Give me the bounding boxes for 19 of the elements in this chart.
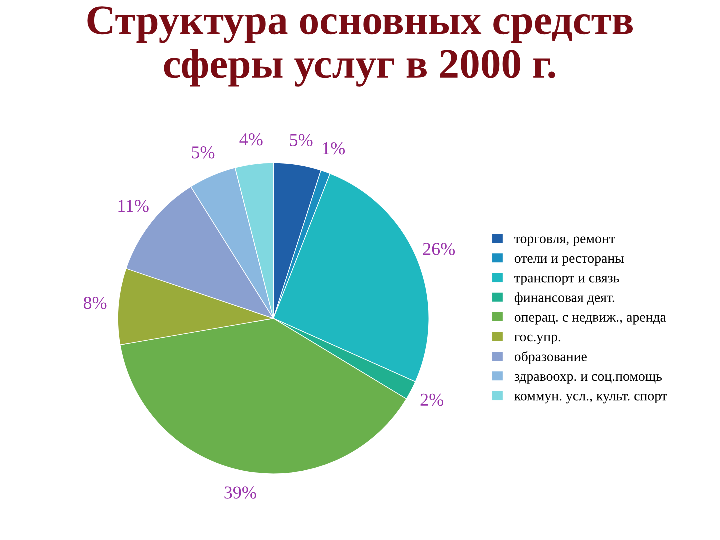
legend-label: образование — [514, 351, 587, 364]
data-label: 5% — [192, 146, 215, 159]
data-label: 1% — [323, 142, 346, 155]
data-label: 39% — [224, 486, 256, 499]
data-label: 2% — [420, 394, 444, 406]
legend-label: финансовая деят. — [514, 292, 615, 306]
legend-label: гос.упр. — [514, 334, 561, 344]
legend-label: коммун. усл., культ. спорт — [514, 394, 668, 404]
data-label: 26% — [423, 243, 456, 256]
legend-label: здравоохр. и соц.помощь — [514, 374, 662, 384]
legend-label: операц. с недвиж., аренда — [514, 315, 666, 325]
data-label: 11% — [118, 200, 149, 212]
legend-label: отели и рестораны — [514, 256, 624, 266]
data-label: 5% — [290, 134, 313, 146]
data-label: 4% — [240, 133, 263, 146]
legend-label: торговля, ремонт — [514, 236, 616, 246]
data-label: 8% — [84, 297, 107, 310]
chart-title: Структура основных средств сферы услуг в 2000 г. — [88, 6, 634, 87]
legend-label: транспорт и связь — [514, 276, 620, 286]
